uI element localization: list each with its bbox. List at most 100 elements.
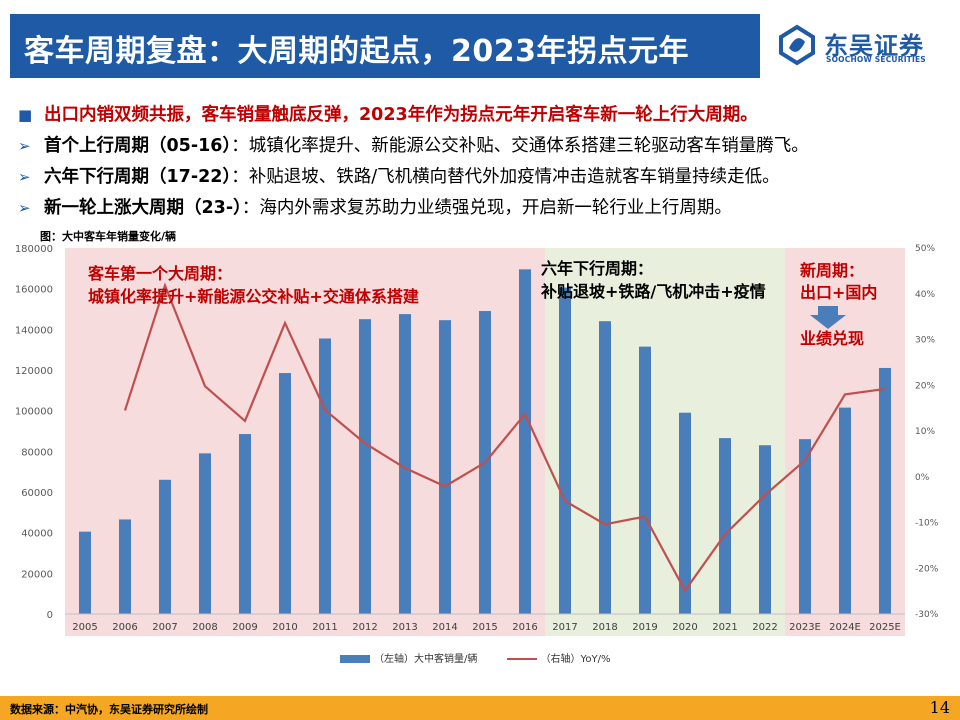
bullet-item: ➢ 六年下行周期（17-22）：补贴退坡、铁路/飞机横向替代外加疫情冲击造就客车销… — [18, 162, 958, 193]
x-tick-label: 2020 — [672, 622, 697, 633]
period-band — [545, 248, 785, 636]
sales-bar — [199, 453, 211, 614]
y-left-tick-label: 140000 — [15, 325, 53, 336]
down-arrow-icon — [810, 306, 846, 329]
x-tick-label: 2023E — [789, 622, 821, 633]
y-right-tick-label: -20% — [915, 564, 939, 574]
x-tick-label: 2016 — [512, 622, 537, 633]
x-tick-label: 2009 — [232, 622, 257, 633]
sales-bar — [319, 338, 331, 614]
x-tick-label: 2013 — [392, 622, 417, 633]
x-tick-label: 2005 — [72, 622, 97, 633]
page-title: 客车周期复盘：大周期的起点，2023年拐点元年 — [24, 34, 689, 69]
y-left-tick-label: 80000 — [21, 447, 53, 458]
legend-line-label: （右轴）YoY/% — [540, 654, 611, 665]
sales-bar — [639, 346, 651, 614]
y-right-tick-label: 40% — [915, 290, 935, 300]
arrow-bullet-icon: ➢ — [18, 199, 31, 217]
annotation-cycle1-detail: 城镇化率提升+新能源公交补贴+交通体系搭建 — [88, 287, 419, 306]
page-number: 14 — [929, 698, 950, 717]
y-right-tick-label: 50% — [915, 244, 935, 254]
sales-bar — [679, 412, 691, 614]
x-tick-label: 2015 — [472, 622, 497, 633]
sales-bar — [399, 314, 411, 614]
bullet-label: 六年下行周期（17-22） — [44, 167, 232, 187]
x-tick-label: 2021 — [712, 622, 737, 633]
sales-bar — [879, 367, 891, 614]
sales-bar — [799, 439, 811, 614]
annotation-new-cycle-title: 新周期： — [800, 261, 864, 280]
x-tick-label: 2019 — [632, 622, 657, 633]
x-tick-label: 2024E — [829, 622, 861, 633]
sales-bar — [719, 438, 731, 614]
x-tick-label: 2014 — [432, 622, 457, 633]
x-tick-label: 2025E — [869, 622, 901, 633]
y-left-tick-label: 120000 — [15, 366, 53, 377]
x-tick-label: 2018 — [592, 622, 617, 633]
sales-bar — [119, 519, 131, 614]
x-tick-label: 2011 — [312, 622, 337, 633]
summary-bullets: ■ 出口内销双频共振，客车销量触底反弹，2023年作为拐点元年开启客车新一轮上行大… — [18, 100, 958, 224]
bullet-text: ：补贴退坡、铁路/飞机横向替代外加疫情冲击造就客车销量持续走低。 — [231, 167, 780, 187]
brand-name: 东吴证券 — [824, 32, 924, 60]
title-bar: 客车周期复盘：大周期的起点，2023年拐点元年 — [10, 14, 760, 78]
yoy-line — [123, 282, 886, 593]
chart-legend: （左轴）大中客销量/辆 （右轴）YoY/% — [340, 650, 610, 665]
annotation-cycle2-title: 六年下行周期： — [541, 259, 653, 278]
legend-bar-swatch — [340, 655, 370, 663]
sales-bar — [519, 269, 531, 614]
sales-bar — [359, 319, 371, 614]
main-bullet: ■ 出口内销双频共振，客车销量触底反弹，2023年作为拐点元年开启客车新一轮上行大… — [18, 100, 958, 131]
y-right-tick-label: -10% — [915, 519, 939, 529]
x-tick-label: 2022 — [752, 622, 777, 633]
brand-subtitle: SOOCHOW SECURITIES — [826, 55, 926, 64]
x-tick-label: 2010 — [272, 622, 297, 633]
y-right-tick-label: 10% — [915, 427, 935, 437]
y-left-tick-label: 100000 — [15, 407, 53, 418]
brand-logo: 东吴证券 SOOCHOW SECURITIES — [776, 24, 952, 72]
period-band — [65, 248, 545, 636]
arrow-bullet-icon: ➢ — [18, 137, 31, 155]
bullet-text: ：城镇化率提升、新能源公交补贴、交通体系搭建三轮驱动客车销量腾飞。 — [231, 136, 809, 156]
main-bullet-text: 出口内销双频共振，客车销量触底反弹，2023年作为拐点元年开启客车新一轮上行大周… — [44, 105, 758, 125]
sales-bar — [839, 407, 851, 614]
x-tick-label: 2006 — [112, 622, 137, 633]
sales-bar — [599, 321, 611, 614]
bullet-item: ➢ 新一轮上涨大周期（23-）：海内外需求复苏助力业绩强兑现，开启新一轮行业上行周… — [18, 193, 958, 224]
soochow-logo-icon — [779, 24, 815, 66]
bullet-item: ➢ 首个上行周期（05-16）：城镇化率提升、新能源公交补贴、交通体系搭建三轮驱动… — [18, 131, 958, 162]
y-left-tick-label: 160000 — [15, 285, 53, 296]
sales-chart: 0 20000 40000 60000 80000 100000 120000 140000 1… — [15, 244, 939, 636]
y-left-tick-label: 180000 — [15, 244, 53, 255]
x-tick-label: 2017 — [552, 622, 577, 633]
x-tick-label: 2007 — [152, 622, 177, 633]
annotation-new-cycle-detail: 出口+国内 — [800, 283, 877, 302]
legend-bar-label: （左轴）大中客销量/辆 — [374, 654, 478, 665]
square-bullet-icon: ■ — [18, 106, 33, 124]
y-left-tick-label: 60000 — [21, 488, 53, 499]
y-left-tick-label: 40000 — [21, 529, 53, 540]
annotation-new-cycle-result: 业绩兑现 — [800, 329, 864, 348]
sales-bar — [159, 479, 171, 614]
bullet-label: 新一轮上涨大周期（23-） — [44, 198, 242, 218]
sales-bar — [239, 434, 251, 614]
bullet-text: ：海内外需求复苏助力业绩强兑现，开启新一轮行业上行周期。 — [241, 198, 732, 218]
y-right-tick-label: 30% — [915, 336, 935, 346]
annotation-cycle2-detail: 补贴退坡+铁路/飞机冲击+疫情 — [540, 282, 766, 301]
sales-bar — [759, 445, 771, 614]
data-source: 数据来源：中汽协，东吴证券研究所绘制 — [10, 703, 208, 716]
y-right-tick-label: 0% — [915, 473, 930, 483]
annotation-cycle1-title: 客车第一个大周期： — [88, 264, 232, 283]
sales-bar — [279, 373, 291, 614]
y-right-tick-label: -30% — [915, 610, 939, 620]
arrow-bullet-icon: ➢ — [18, 168, 31, 186]
y-right-tick-label: 20% — [915, 381, 935, 391]
sales-bar — [559, 287, 571, 614]
footer-bar: 数据来源：中汽协，东吴证券研究所绘制 14 — [0, 696, 960, 720]
y-left-tick-label: 0 — [47, 610, 53, 621]
sales-bar — [439, 320, 451, 614]
legend-line-swatch — [506, 658, 537, 660]
bullet-label: 首个上行周期（05-16） — [44, 136, 232, 156]
figure-caption: 图：大中客车年销量变化/辆 — [40, 230, 177, 243]
x-tick-label: 2012 — [352, 622, 377, 633]
